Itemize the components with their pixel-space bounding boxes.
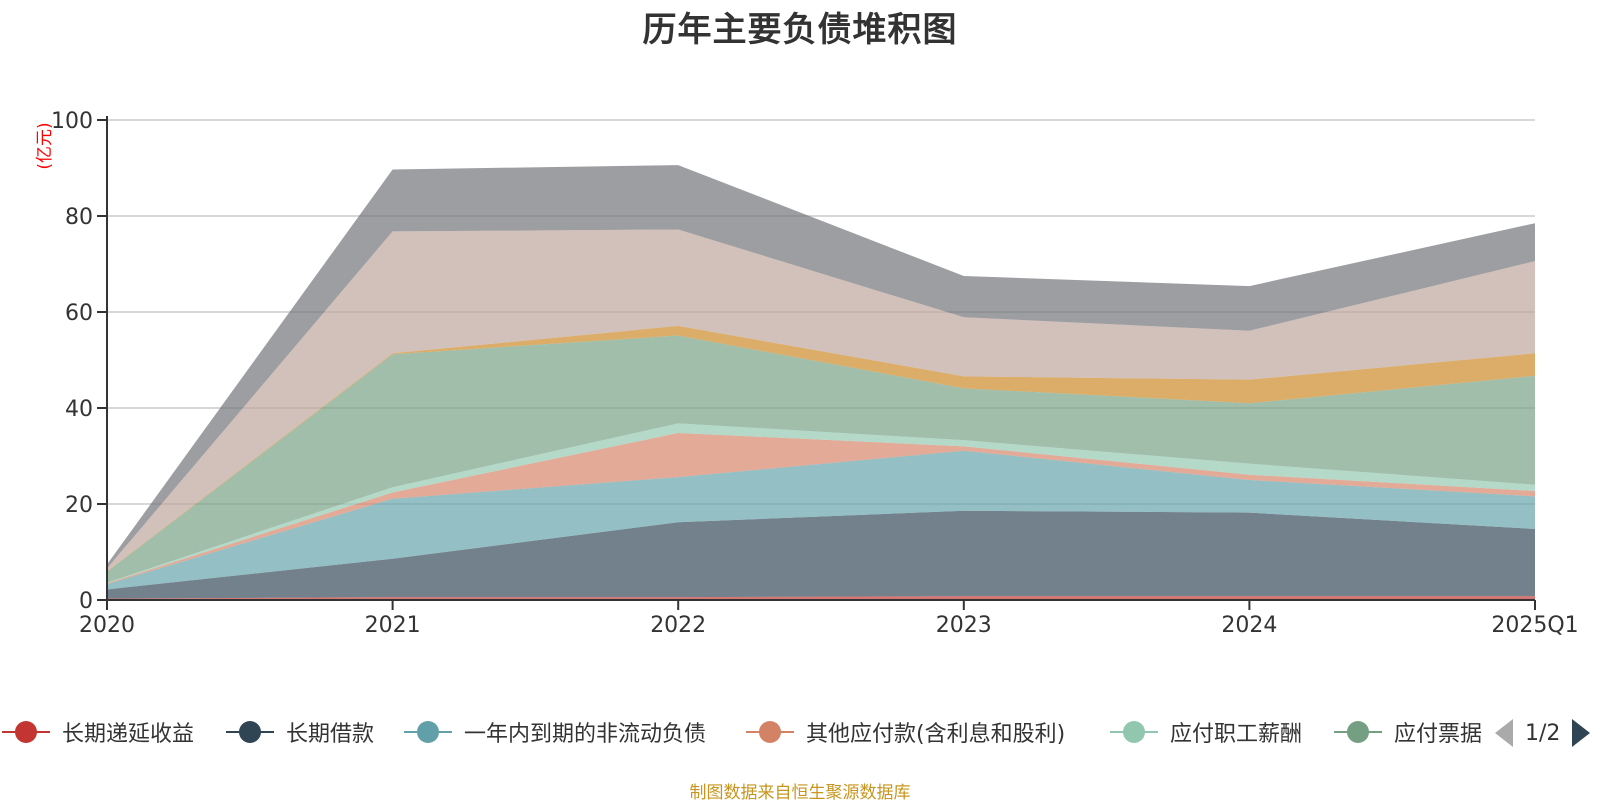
area-series-1 [107, 510, 1535, 599]
legend-marker-icon [744, 712, 796, 752]
x-tick-label: 2021 [365, 613, 421, 638]
legend-item[interactable]: 一年内到期的非流动负债 [402, 712, 706, 752]
y-tick-label: 80 [65, 205, 93, 230]
legend-next-page-icon[interactable] [1572, 719, 1591, 747]
y-axis-unit-label: (亿元) [35, 122, 55, 169]
legend-item[interactable]: 应付票据 [1332, 712, 1482, 752]
legend-item[interactable]: 长期借款 [224, 712, 374, 752]
y-tick-label: 60 [65, 301, 93, 326]
legend-label: 其他应付款(含利息和股利) [806, 722, 1066, 747]
x-tick-label: 2020 [79, 613, 135, 638]
area-series-4 [107, 423, 1535, 584]
legend-label: 长期借款 [286, 722, 375, 747]
y-tick-label: 20 [65, 493, 93, 518]
legend: 长期递延收益 长期借款 一年内到期的非流动负债 其他应付款(含利息和股利) 应付职工薪酬… [0, 712, 1600, 752]
source-note: 制图数据来自恒生聚源数据库 [689, 783, 911, 803]
legend-marker-icon [402, 712, 454, 752]
area-series-3 [107, 432, 1535, 585]
chart-title: 历年主要负债堆积图 [642, 10, 958, 50]
area-series-7 [107, 229, 1535, 572]
y-tick-label: 100 [51, 109, 93, 134]
legend-label: 应付职工薪酬 [1170, 722, 1303, 747]
legend-marker-icon [1108, 712, 1160, 752]
y-tick-label: 40 [65, 397, 93, 422]
legend-marker-icon [1332, 712, 1384, 752]
legend-marker-icon [224, 712, 276, 752]
area-series-5 [107, 335, 1535, 583]
legend-page-indicator: 1/2 [1525, 720, 1561, 746]
legend-item[interactable]: 长期递延收益 [0, 712, 194, 752]
area-series-8 [107, 165, 1535, 569]
legend-marker-icon [0, 712, 52, 752]
chart-plot: 0 20 40 60 80 100 2020 2021 2022 2023 2024 2025Q1 (亿… [35, 109, 1579, 638]
x-tick-label: 2022 [650, 613, 706, 638]
x-tick-label: 2023 [936, 613, 992, 638]
x-tick-label: 2025Q1 [1491, 613, 1578, 638]
legend-prev-page-icon[interactable] [1495, 719, 1513, 747]
legend-item[interactable]: 其他应付款(含利息和股利) [744, 712, 1065, 752]
legend-item[interactable]: 应付职工薪酬 [1108, 712, 1302, 752]
legend-label: 长期递延收益 [62, 722, 195, 747]
legend-label: 一年内到期的非流动负债 [464, 722, 707, 747]
area-series-2 [107, 450, 1535, 590]
y-tick-label: 0 [79, 589, 93, 614]
area-series-6 [107, 325, 1535, 572]
legend-pager: 1/2 [1495, 716, 1591, 750]
legend-label: 应付票据 [1393, 722, 1482, 747]
x-tick-label: 2024 [1221, 613, 1277, 638]
